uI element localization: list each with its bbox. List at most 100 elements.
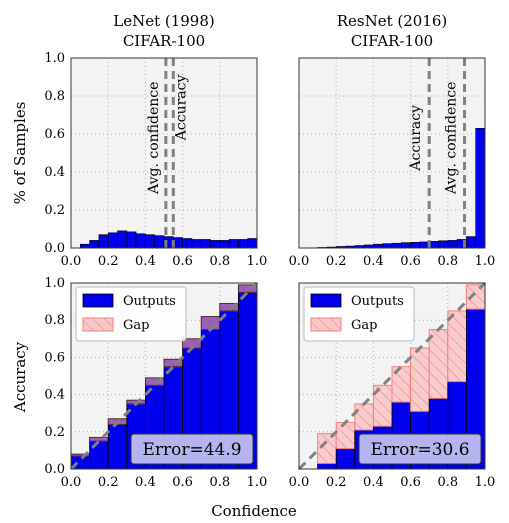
histogram-bar — [400, 242, 411, 249]
legend-outputs-swatch — [82, 293, 114, 308]
histogram-bar — [126, 231, 137, 249]
vline-label: Avg. confidence — [146, 82, 162, 195]
error-annotation: Error=44.9 — [142, 440, 241, 460]
legend: Outputs Gap — [303, 286, 415, 342]
histogram-bar — [80, 243, 90, 249]
x-tick-label: 0.6 — [172, 254, 193, 269]
x-tick-label: 0.0 — [289, 475, 310, 490]
plot-frame — [298, 57, 486, 249]
histogram-bar — [382, 243, 393, 249]
y-tick-label: 0.4 — [44, 165, 65, 180]
legend-gap-label: Gap — [123, 318, 149, 333]
outputs-bar — [107, 423, 128, 470]
histogram-bar — [219, 240, 230, 249]
legend-gap-label: Gap — [351, 318, 377, 333]
x-tick-label: 0.4 — [363, 475, 384, 490]
x-tick-label: 0.4 — [135, 475, 156, 490]
x-tick-label: 0.2 — [98, 475, 119, 490]
gap-overlap-bar — [89, 436, 109, 442]
gap-bar-hatch — [317, 433, 337, 464]
lenet-histogram-panel: Avg. confidence Accuracy 0.00.0 0.2 0.2 0.4 0.… — [44, 51, 267, 269]
histogram-bar — [247, 238, 258, 249]
histogram-bar — [475, 128, 486, 249]
histogram-bar — [154, 235, 165, 249]
outputs-bar — [335, 448, 356, 470]
outputs-bar — [317, 463, 337, 470]
y-tick-label: 1.0 — [44, 51, 65, 66]
histogram-bar — [466, 236, 476, 249]
histogram-bar — [373, 243, 383, 249]
y-tick-label: 0.6 — [44, 127, 65, 142]
x-tick-label: 0.6 — [400, 475, 421, 490]
histogram-bar — [391, 242, 402, 249]
x-tick-label: 0.0 — [289, 254, 310, 269]
x-tick-label: 0.6 — [400, 254, 421, 269]
histogram-bar — [135, 233, 146, 249]
histogram-bar — [228, 239, 239, 249]
gap-overlap-bar — [219, 303, 239, 312]
resnet-histogram-panel: Accuracy Avg. confidence 0.0 0.2 0.4 0.6 0.8 1.… — [289, 57, 496, 269]
gap-bar-hatch — [428, 329, 449, 399]
x-tick-label: 0.0 — [61, 475, 82, 490]
x-tick-label: 0.2 — [326, 254, 347, 269]
histogram-bar — [410, 242, 421, 249]
plot-background — [299, 58, 485, 248]
top-ylabel: % of Samples — [11, 102, 29, 205]
legend-outputs-label: Outputs — [123, 294, 176, 309]
x-tick-label: 0.6 — [172, 475, 193, 490]
x-tick-label: 0.4 — [135, 254, 156, 269]
title-lenet-line1: LeNet (1998) — [113, 12, 215, 30]
y-tick-label: 0.4 — [44, 388, 65, 403]
y-tick-label: 0.8 — [44, 313, 65, 328]
outputs-bar — [89, 440, 109, 470]
x-tick-label: 0.8 — [209, 254, 230, 269]
histogram-bar — [191, 239, 202, 249]
x-tick-label: 1.0 — [247, 475, 268, 490]
histogram-bar — [238, 239, 248, 249]
error-annotation-box — [358, 433, 482, 465]
vline-label: Accuracy — [408, 105, 424, 172]
x-tick-label: 0.8 — [437, 254, 458, 269]
x-tick-label: 1.0 — [475, 254, 496, 269]
y-tick-label: 0.6 — [44, 350, 65, 365]
x-tick-label: 0.2 — [326, 475, 347, 490]
gap-bar-hatch — [354, 403, 374, 431]
y-tick-label: 0.8 — [44, 89, 65, 104]
y-tick-label: 0.2 — [44, 425, 65, 440]
plot-background — [71, 58, 257, 248]
gap-bar-hatch — [447, 310, 467, 383]
legend-gap-hatch — [83, 318, 113, 331]
y-tick-label: 0.0 — [44, 241, 65, 256]
y-tick-label: 0.2 — [44, 203, 65, 218]
y-tick-label: 1.0 — [44, 276, 65, 291]
x-tick-label: 0.2 — [98, 254, 119, 269]
legend-outputs-swatch — [310, 293, 342, 308]
x-tick-label: 0.0 — [61, 254, 82, 269]
gap-overlap-bar — [144, 377, 165, 386]
histogram-bar — [107, 232, 118, 249]
title-resnet-line2: CIFAR-100 — [351, 32, 433, 50]
lenet-reliability-panel: Outputs Gap Error=44.9 0.00.0 0.2 0.2 0.4 0.4 0.… — [44, 276, 267, 490]
histogram-bar — [438, 240, 449, 249]
histogram-bar — [210, 240, 221, 249]
x-tick-label: 0.8 — [437, 475, 458, 490]
histogram-bar — [447, 240, 458, 249]
x-tick-label: 0.8 — [209, 475, 230, 490]
histogram-bar — [117, 230, 128, 249]
x-tick-label: 1.0 — [247, 254, 268, 269]
error-annotation: Error=30.6 — [370, 440, 469, 460]
histogram-bar — [200, 239, 211, 249]
legend-gap-hatch — [311, 318, 341, 331]
gap-bar-hatch — [335, 422, 356, 450]
x-tick-label: 0.4 — [363, 254, 384, 269]
plot-frame — [70, 57, 258, 249]
legend-outputs-label: Outputs — [351, 294, 404, 309]
title-resnet-line1: ResNet (2016) — [337, 12, 448, 30]
histogram-bar — [145, 234, 155, 249]
vline-label: Accuracy — [173, 75, 189, 142]
resnet-reliability-panel: Outputs Gap Error=30.6 0.0 0.2 0.4 0.6 0.8 1.0 — [289, 281, 495, 490]
histogram-bar — [98, 234, 109, 249]
title-lenet-line2: CIFAR-100 — [123, 32, 205, 50]
gap-bar-hatch — [410, 347, 430, 412]
